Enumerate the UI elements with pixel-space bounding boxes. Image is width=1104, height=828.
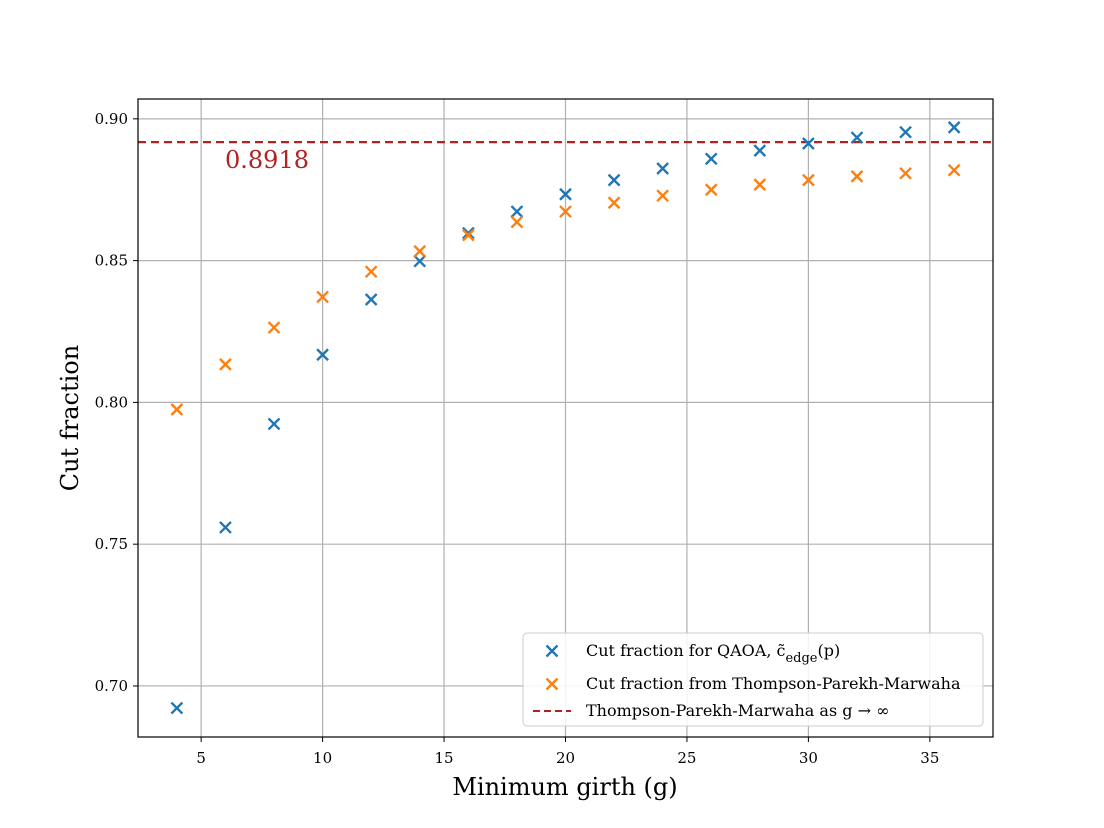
data-point (607, 196, 621, 210)
data-point (704, 183, 718, 197)
data-point (170, 403, 184, 416)
data-point (559, 187, 572, 201)
data-point (461, 228, 475, 242)
data-point (899, 166, 912, 180)
x-tick-label: 10 (313, 749, 332, 767)
legend-label-qaoa: Cut fraction for QAOA, c̃edge(p) (586, 641, 840, 666)
data-point (267, 417, 281, 431)
grid-lines (138, 99, 993, 737)
y-axis-label: Cut fraction (56, 345, 84, 491)
legend: Cut fraction for QAOA, c̃edge(p) Cut fra… (522, 632, 984, 727)
reference-value-label: 0.8918 (225, 146, 309, 174)
x-tick-label: 35 (920, 749, 939, 767)
data-point (219, 521, 232, 534)
data-point (753, 144, 767, 157)
series-0 (170, 121, 961, 715)
data-point (850, 170, 864, 183)
x-tick-label: 30 (799, 749, 818, 767)
y-tick-label: 0.70 (95, 677, 128, 695)
x-axis-label: Minimum girth (g) (452, 773, 677, 801)
data-point (219, 358, 232, 371)
data-point (802, 137, 815, 150)
data-point (267, 321, 281, 334)
data-point (607, 173, 621, 187)
legend-marker-qaoa (545, 644, 559, 658)
data-point (899, 125, 912, 139)
data-point (559, 205, 572, 218)
y-tick-label: 0.90 (95, 110, 128, 128)
data-point (461, 226, 475, 240)
data-series (170, 121, 961, 715)
data-point (753, 178, 767, 191)
data-point (510, 215, 524, 229)
y-tick-label: 0.85 (95, 252, 128, 270)
legend-x-marker (545, 677, 559, 691)
legend-box (522, 632, 984, 727)
y-tick-label: 0.80 (95, 393, 128, 411)
data-point (850, 131, 864, 144)
data-point (802, 173, 815, 187)
data-point (510, 205, 524, 218)
data-point (947, 163, 961, 177)
legend-label-tpm: Cut fraction from Thompson-Parekh-Marwah… (586, 674, 961, 693)
x-tick-label: 25 (677, 749, 696, 767)
data-point (656, 162, 670, 175)
data-point (364, 265, 378, 279)
series-1 (170, 163, 961, 416)
data-point (656, 189, 670, 203)
x-tick-label: 20 (556, 749, 575, 767)
legend-label-reference: Thompson-Parekh-Marwaha as g → ∞ (586, 701, 889, 720)
data-point (316, 290, 329, 304)
legend-x-marker (545, 644, 559, 658)
data-point (170, 701, 184, 715)
y-axis-ticks: 0.70 0.75 0.80 0.85 0.90 (95, 110, 138, 695)
data-point (947, 121, 961, 134)
data-point (704, 152, 718, 166)
data-point (413, 244, 427, 258)
legend-marker-tpm (545, 677, 559, 691)
x-tick-label: 5 (196, 749, 206, 767)
data-point (364, 293, 378, 306)
y-tick-label: 0.75 (95, 535, 128, 553)
x-tick-label: 15 (435, 749, 454, 767)
data-point (316, 348, 329, 362)
data-point (413, 254, 427, 268)
x-axis-ticks: 5 10 15 20 25 30 35 (196, 737, 939, 767)
